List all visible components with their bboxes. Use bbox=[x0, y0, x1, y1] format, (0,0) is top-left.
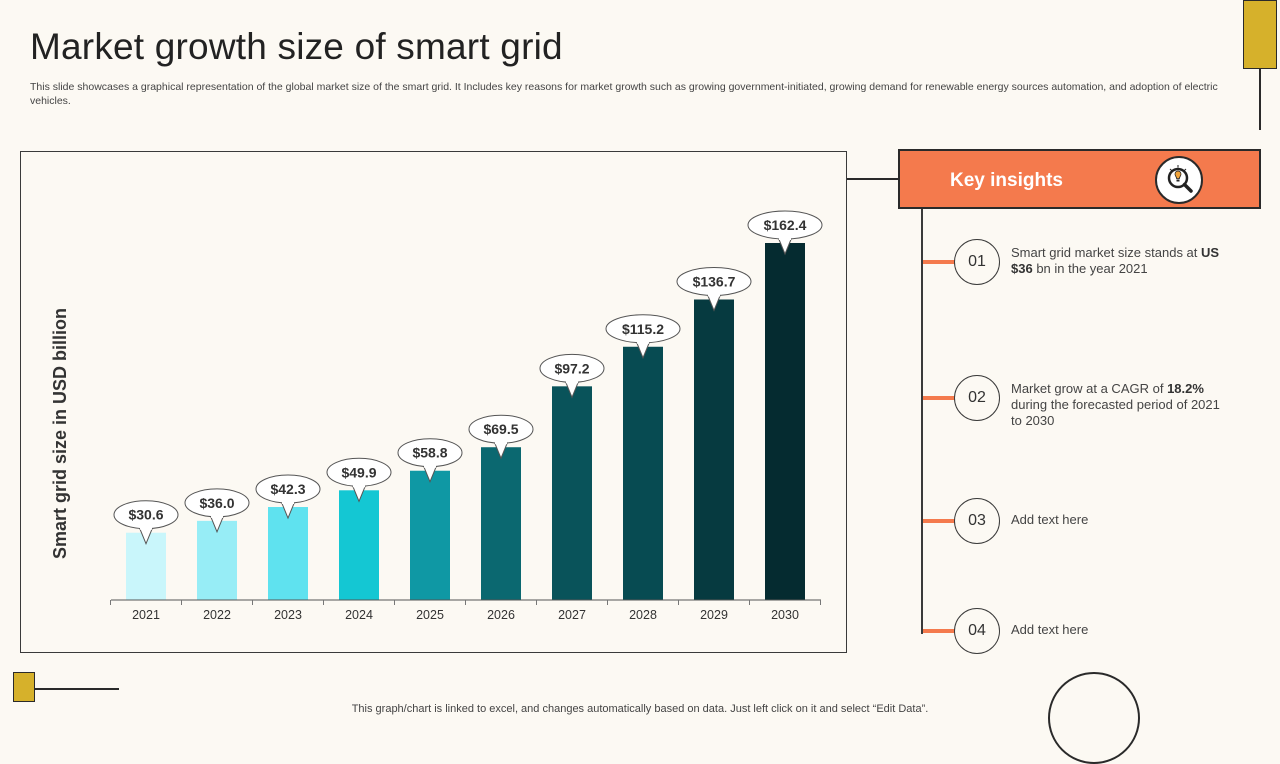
callout-pointer-2029 bbox=[706, 293, 722, 312]
decor-square-top-right bbox=[1243, 0, 1277, 69]
callout-pointer-2025 bbox=[422, 464, 438, 484]
insight-text[interactable]: Add text here bbox=[1011, 512, 1089, 527]
y-axis-label: Smart grid size in USD billion bbox=[50, 308, 70, 559]
insight-text: Smart grid market size stands at US $36 … bbox=[1011, 245, 1220, 276]
x-tick-label-2028: 2028 bbox=[629, 608, 657, 622]
data-label-2025: $58.8 bbox=[412, 445, 447, 461]
chart-container[interactable]: Smart grid size in USD billion 2021 2022 2… bbox=[20, 151, 847, 653]
insight-item-1: 01 Smart grid market size stands at US $… bbox=[921, 239, 1261, 287]
callout-seam bbox=[495, 440, 507, 445]
callout-pointer-2030 bbox=[777, 236, 793, 256]
data-label-2022: $36.0 bbox=[199, 495, 234, 511]
bar-2030[interactable] bbox=[765, 243, 805, 600]
data-label-2028: $115.2 bbox=[622, 321, 664, 337]
data-label-2026: $69.5 bbox=[483, 421, 518, 437]
decor-line-bottom-left bbox=[35, 688, 119, 690]
bar-2024[interactable] bbox=[339, 490, 379, 600]
callout-seam bbox=[211, 513, 223, 518]
bar-2026[interactable] bbox=[481, 447, 521, 600]
callout-pointer-2023 bbox=[280, 500, 296, 520]
callout-seam bbox=[282, 500, 294, 505]
insight-dash bbox=[923, 519, 955, 523]
bar-chart: Smart grid size in USD billion 2021 2022 2… bbox=[50, 210, 823, 622]
x-tick-label-2023: 2023 bbox=[274, 608, 302, 622]
x-tick-label-2030: 2030 bbox=[771, 608, 799, 622]
insight-number: 02 bbox=[954, 375, 1000, 421]
callout-pointer-2027 bbox=[564, 380, 580, 399]
data-label-2021: $30.6 bbox=[128, 507, 163, 523]
callout-seam bbox=[353, 483, 365, 488]
callout-seam bbox=[708, 292, 720, 297]
callout-pointer-2022 bbox=[209, 514, 225, 534]
x-tick-label-2029: 2029 bbox=[700, 608, 728, 622]
x-tick-label-2024: 2024 bbox=[345, 608, 373, 622]
bar-2029[interactable] bbox=[694, 299, 734, 600]
data-label-2023: $42.3 bbox=[270, 481, 305, 497]
page-subtitle: This slide showcases a graphical represe… bbox=[30, 81, 1218, 107]
x-tick-label-2025: 2025 bbox=[416, 608, 444, 622]
data-label-2024: $49.9 bbox=[341, 464, 376, 480]
insight-item-2: 02 Market grow at a CAGR of 18.2% during… bbox=[921, 375, 1261, 428]
page-title: Market growth size of smart grid bbox=[30, 26, 563, 67]
insight-number: 03 bbox=[954, 498, 1000, 544]
x-tick-label-2027: 2027 bbox=[558, 608, 586, 622]
bar-2027[interactable] bbox=[552, 386, 592, 600]
bar-2025[interactable] bbox=[410, 470, 450, 600]
bar-2028[interactable] bbox=[623, 346, 663, 600]
insights-connector bbox=[847, 178, 899, 180]
decor-square-bottom-left bbox=[13, 672, 35, 702]
insight-number: 04 bbox=[954, 608, 1000, 654]
callout-seam bbox=[779, 236, 791, 240]
bar-2023[interactable] bbox=[268, 507, 308, 600]
x-tick-label-2021: 2021 bbox=[132, 608, 160, 622]
callout-seam bbox=[637, 339, 649, 344]
data-label-2029: $136.7 bbox=[693, 273, 736, 289]
insight-item-4: 04 Add text here bbox=[921, 608, 1261, 656]
insight-number: 01 bbox=[954, 239, 1000, 285]
insight-dash bbox=[923, 396, 955, 400]
insight-text: Market grow at a CAGR of 18.2% during th… bbox=[1011, 381, 1220, 428]
callout-pointer-2026 bbox=[493, 441, 509, 460]
decor-line-top-right bbox=[1259, 69, 1261, 130]
callout-seam bbox=[424, 463, 436, 468]
insight-dash bbox=[923, 260, 955, 264]
data-label-2027: $97.2 bbox=[554, 360, 589, 376]
insight-dash bbox=[923, 629, 955, 633]
lightbulb-magnifier-icon bbox=[1155, 156, 1203, 204]
insights-title: Key insights bbox=[950, 170, 1063, 191]
callout-pointer-2021 bbox=[138, 526, 154, 546]
bar-2022[interactable] bbox=[197, 520, 237, 600]
insights-header: Key insights bbox=[898, 149, 1261, 209]
insight-item-3: 03 Add text here bbox=[921, 498, 1261, 546]
footer-note: This graph/chart is linked to excel, and… bbox=[351, 703, 929, 715]
data-label-2030: $162.4 bbox=[764, 217, 807, 233]
callout-pointer-2024 bbox=[351, 484, 367, 503]
insights-timeline bbox=[921, 209, 923, 634]
x-tick-label-2026: 2026 bbox=[487, 608, 515, 622]
callout-seam bbox=[566, 379, 578, 384]
callout-pointer-2028 bbox=[635, 340, 651, 360]
x-tick-label-2022: 2022 bbox=[203, 608, 231, 622]
decor-circle-bottom bbox=[1048, 672, 1140, 764]
callout-seam bbox=[140, 525, 152, 530]
insight-text[interactable]: Add text here bbox=[1011, 622, 1089, 637]
